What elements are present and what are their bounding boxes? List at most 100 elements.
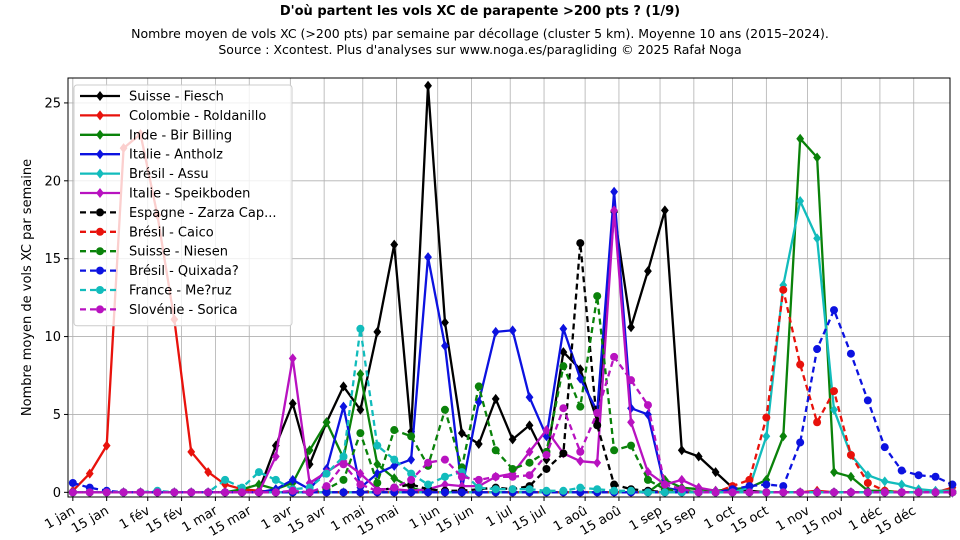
data-point — [576, 239, 585, 248]
x-tick-label: 15 avr — [286, 503, 330, 537]
data-point — [593, 485, 602, 494]
y-axis-ticks: 0 5 10 15 20 25 — [44, 96, 68, 501]
data-point — [559, 404, 568, 413]
data-point — [576, 373, 585, 384]
data-point — [96, 266, 104, 275]
legend-label: Colombie - Roldanillo — [129, 109, 266, 124]
data-point — [610, 352, 619, 361]
legend-item: Colombie - Roldanillo — [80, 109, 266, 124]
data-point — [96, 129, 104, 140]
legend-item: Brésil - Caico — [80, 225, 214, 240]
data-point — [153, 488, 162, 497]
data-point — [508, 434, 517, 445]
data-point — [187, 446, 196, 457]
data-point — [863, 470, 872, 481]
data-point — [96, 227, 104, 236]
data-point — [627, 486, 636, 495]
data-point — [542, 450, 551, 459]
data-point — [407, 454, 416, 465]
data-point — [96, 188, 104, 198]
data-point — [796, 133, 805, 144]
data-point — [407, 488, 416, 497]
data-point — [221, 488, 230, 497]
data-point — [390, 426, 399, 435]
data-point — [356, 468, 365, 479]
data-point — [610, 446, 619, 455]
data-point — [508, 464, 517, 473]
y-tick-label: 10 — [44, 330, 61, 345]
data-point — [796, 360, 805, 369]
data-point — [339, 460, 348, 469]
data-point — [407, 475, 416, 484]
data-point — [322, 469, 331, 478]
data-point — [373, 441, 382, 450]
legend-label: Suisse - Niesen — [129, 245, 228, 260]
data-point — [96, 91, 104, 101]
series-line — [72, 355, 953, 494]
data-point — [762, 480, 771, 489]
legend-item: Inde - Bir Billing — [80, 128, 232, 143]
data-point — [68, 478, 77, 487]
chart-subtitle-line-1: Nombre moyen de vols XC (>200 pts) par s… — [131, 26, 829, 41]
data-point — [288, 474, 297, 485]
data-point — [373, 326, 382, 337]
legend-label: Suisse - Fiesch — [129, 90, 224, 105]
data-point — [779, 482, 788, 491]
data-point — [914, 471, 923, 480]
data-point — [440, 405, 449, 414]
data-point — [457, 428, 466, 439]
data-point — [204, 488, 213, 497]
data-point — [356, 368, 365, 379]
data-point — [643, 475, 652, 484]
data-point — [96, 110, 104, 121]
data-point — [796, 196, 805, 207]
data-point — [339, 401, 348, 412]
legend-label: Slovénie - Sorica — [129, 303, 238, 318]
legend-item: Brésil - Assu — [80, 167, 209, 182]
legend-label: Brésil - Assu — [129, 167, 209, 182]
series-11 — [68, 352, 957, 497]
data-point — [610, 486, 619, 495]
data-point — [288, 353, 297, 364]
data-point — [627, 376, 636, 385]
data-point — [373, 459, 382, 470]
x-tick-label: 15 jul — [510, 503, 549, 534]
data-point — [677, 445, 686, 456]
data-point — [85, 468, 94, 479]
data-point — [508, 325, 517, 336]
data-point — [390, 239, 399, 250]
data-point — [576, 447, 585, 456]
data-point — [390, 483, 399, 492]
data-point — [457, 481, 466, 492]
legend-item: Espagne - Zarza Cap... — [80, 206, 276, 221]
data-point — [593, 457, 602, 468]
legend-item: Slovénie - Sorica — [80, 303, 238, 318]
y-axis-label: Nombre moyen de vols XC par semaine — [20, 159, 35, 416]
data-point — [847, 471, 855, 482]
data-point — [441, 479, 449, 490]
data-point — [830, 404, 838, 415]
data-point — [813, 345, 822, 354]
data-point — [305, 445, 314, 456]
data-point — [68, 488, 77, 497]
data-point — [745, 482, 754, 491]
data-point — [711, 467, 720, 478]
data-point — [525, 392, 534, 403]
data-point — [424, 458, 433, 467]
x-tick-label: 1 jul — [484, 503, 516, 530]
data-point — [863, 478, 872, 487]
y-tick-label: 20 — [44, 174, 61, 189]
data-point — [643, 488, 652, 497]
data-point — [677, 474, 686, 485]
data-point — [491, 393, 500, 404]
data-point — [660, 205, 669, 216]
x-tick-label: 15 oct — [728, 503, 771, 536]
legend-item: Italie - Speikboden — [80, 187, 250, 202]
data-point — [813, 152, 821, 163]
series-lines — [68, 80, 957, 498]
data-point — [762, 488, 771, 497]
data-point — [339, 452, 348, 461]
data-point — [677, 485, 686, 494]
data-point — [441, 317, 449, 328]
